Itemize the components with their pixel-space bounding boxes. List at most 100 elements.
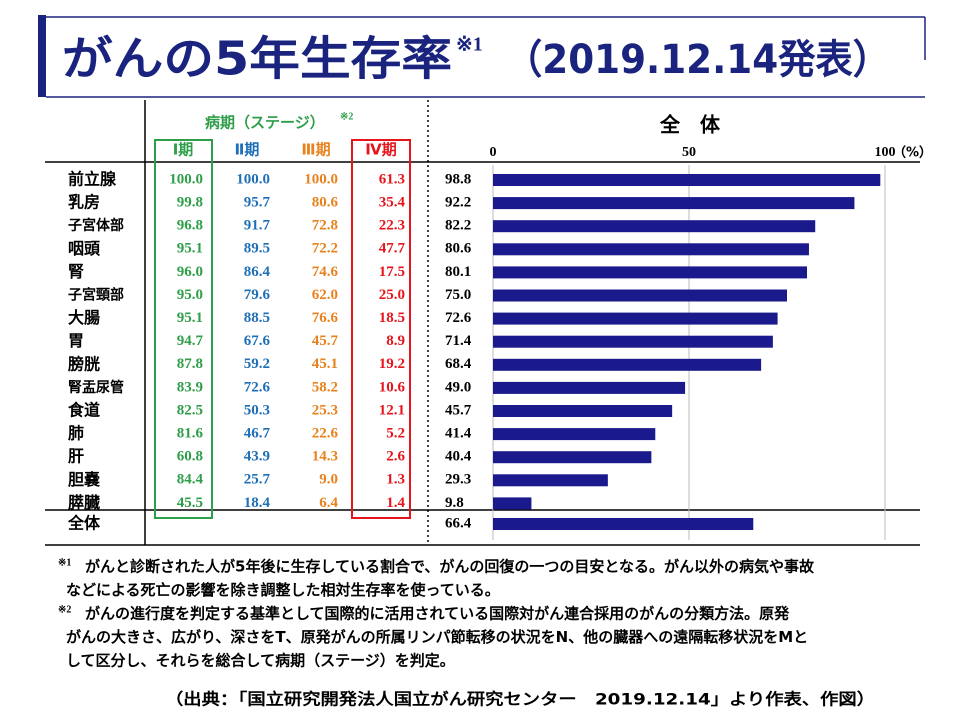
stage-value: 94.7 bbox=[177, 333, 204, 349]
stage-value: 99.8 bbox=[177, 195, 203, 211]
bar bbox=[493, 312, 778, 325]
stage-value: 80.6 bbox=[312, 195, 339, 211]
bar bbox=[493, 358, 762, 371]
category-label: 膵臓 bbox=[68, 493, 100, 512]
source: （出典：「国立研究開発法人国立がん研究センター 2019.12.14」より作表、… bbox=[165, 690, 875, 709]
stage-value: 83.9 bbox=[177, 379, 203, 395]
stage-value: 5.2 bbox=[386, 426, 405, 442]
stage-value: 95.7 bbox=[244, 195, 271, 211]
bar bbox=[493, 497, 532, 510]
stage-value: 6.4 bbox=[319, 495, 338, 511]
category-label: 胆嚢 bbox=[68, 470, 101, 489]
stage-value: 96.8 bbox=[177, 218, 203, 234]
stage-value: 25.7 bbox=[244, 472, 271, 488]
footnote-line: がんの進行度を判定する基準として国際的に活用されている国際対がん連合採用のがんの… bbox=[85, 605, 790, 623]
x-tick-label: 50 bbox=[682, 145, 696, 160]
stage-value: 47.7 bbox=[379, 241, 406, 257]
stage-value: 67.6 bbox=[244, 333, 271, 349]
title: がんの5年生存率 bbox=[62, 32, 452, 86]
stage-column: Ⅳ期 bbox=[365, 141, 396, 159]
category-label: 子宮体部 bbox=[68, 217, 124, 234]
value-label: 41.4 bbox=[445, 426, 472, 442]
stage-value: 72.2 bbox=[312, 241, 338, 257]
category-label: 乳房 bbox=[68, 193, 100, 212]
stage-value: 100.0 bbox=[169, 171, 203, 187]
stage-value: 22.6 bbox=[312, 426, 339, 442]
stage-value: 9.0 bbox=[319, 472, 338, 488]
stage-value: 74.6 bbox=[312, 264, 339, 280]
value-label: 40.4 bbox=[445, 449, 472, 465]
chart-title: 全 体 bbox=[659, 113, 721, 137]
stage-value: 95.1 bbox=[177, 310, 203, 326]
stage-value: 46.7 bbox=[244, 426, 271, 442]
stage-value: 12.1 bbox=[379, 402, 405, 418]
bar bbox=[493, 220, 816, 233]
x-tick-label: 0 bbox=[490, 145, 497, 160]
stage-value: 89.5 bbox=[244, 241, 270, 257]
title-note: ※1 bbox=[456, 34, 483, 56]
stage-column: Ⅱ期 bbox=[235, 141, 260, 159]
stage1-frame bbox=[154, 139, 213, 519]
footnote-marker: ※2 bbox=[58, 604, 71, 615]
stage-value: 100.0 bbox=[304, 171, 338, 187]
bar bbox=[493, 335, 773, 348]
bar bbox=[493, 405, 673, 417]
subtitle: （2019.12.14発表） bbox=[505, 37, 890, 83]
stage-value: 18.5 bbox=[379, 310, 405, 326]
stage-value: 79.6 bbox=[244, 287, 271, 303]
footnote-line: して区分し、それらを総合して病期（ステージ）を判定。 bbox=[66, 652, 455, 670]
stage-value: 95.1 bbox=[177, 241, 203, 257]
stage-value: 22.3 bbox=[379, 218, 405, 234]
stage-value: 45.5 bbox=[177, 495, 203, 511]
bar bbox=[493, 428, 656, 441]
value-label: 75.0 bbox=[445, 287, 471, 303]
stage-value: 19.2 bbox=[379, 356, 405, 372]
category-label: 膀胱 bbox=[68, 354, 100, 373]
value-label: 92.2 bbox=[445, 195, 471, 211]
stage-value: 43.9 bbox=[244, 449, 270, 465]
stage-value: 87.8 bbox=[177, 356, 203, 372]
value-label: 9.8 bbox=[445, 495, 464, 511]
stage-value: 8.9 bbox=[386, 333, 405, 349]
value-label: 68.4 bbox=[445, 356, 472, 372]
category-label: 肺 bbox=[68, 424, 84, 443]
footnote-line: がんの大きさ、広がり、深さをT、原発がんの所属リンパ節転移の状況をN、他の臓器へ… bbox=[66, 628, 808, 646]
stage4-frame bbox=[351, 139, 411, 519]
value-label: 71.4 bbox=[445, 333, 472, 349]
bar bbox=[493, 518, 754, 530]
stage-value: 88.5 bbox=[244, 310, 270, 326]
category-label: 腎 bbox=[68, 262, 84, 281]
stage-header-note: ※2 bbox=[340, 111, 353, 122]
value-label: 29.3 bbox=[445, 472, 471, 488]
stage-value: 76.6 bbox=[312, 310, 339, 326]
bar bbox=[493, 451, 652, 464]
stage-value: 72.6 bbox=[244, 379, 271, 395]
value-label: 80.1 bbox=[445, 264, 471, 280]
stage-value: 72.8 bbox=[312, 218, 338, 234]
stage-value: 96.0 bbox=[177, 264, 203, 280]
bar bbox=[493, 381, 686, 394]
stage-column: Ⅲ期 bbox=[301, 141, 330, 159]
stage-value: 82.5 bbox=[177, 402, 203, 418]
stage-value: 14.3 bbox=[312, 449, 338, 465]
title-accent bbox=[38, 15, 46, 97]
value-label: 66.4 bbox=[445, 515, 472, 531]
category-label: 咽頭 bbox=[68, 239, 101, 258]
stage-value: 60.8 bbox=[177, 449, 203, 465]
stage-value: 58.2 bbox=[312, 379, 338, 395]
value-label: 82.2 bbox=[445, 218, 471, 234]
axis-unit: （%） bbox=[893, 145, 932, 161]
stage-value: 10.6 bbox=[379, 379, 406, 395]
value-label: 49.0 bbox=[445, 379, 471, 395]
category-label: 肝 bbox=[68, 447, 84, 466]
footnote-line: がんと診断された人が5年後に生存している割合で、がんの回復の一つの目安となる。が… bbox=[85, 558, 815, 576]
stage-value: 45.7 bbox=[312, 333, 339, 349]
category-label: 食道 bbox=[67, 401, 100, 420]
stage-value: 84.4 bbox=[177, 472, 204, 488]
x-tick-label: 100 bbox=[875, 145, 896, 160]
stage-value: 45.1 bbox=[312, 356, 338, 372]
category-label: 胃 bbox=[68, 331, 84, 350]
bar bbox=[493, 474, 608, 487]
stage-value: 25.3 bbox=[312, 402, 338, 418]
